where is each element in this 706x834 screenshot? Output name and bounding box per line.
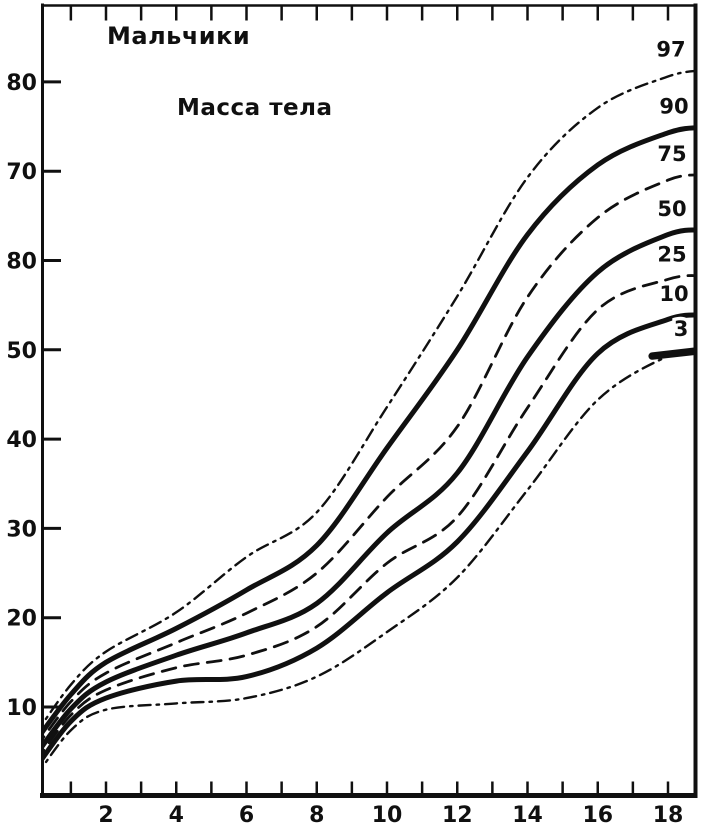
percentile-curve-3 (43, 348, 694, 768)
percentile-curve-50 (43, 227, 694, 749)
percentile-label-90: 90 (659, 94, 688, 118)
x-tick-labels: 2 4 6 8 10 12 14 16 18 (98, 803, 683, 828)
percentile-curve-97 (43, 69, 694, 725)
y-tick-label-30: 30 (6, 517, 37, 542)
percentile-3-end-bar (648, 347, 694, 360)
percentile-curve-75 (43, 173, 694, 740)
axes (40, 3, 698, 798)
y-tick-labels: 80 70 80 50 40 30 20 10 (6, 71, 37, 721)
percentile-curve-10 (43, 312, 694, 762)
y-tick-label-70: 70 (6, 160, 37, 185)
percentile-curves (43, 69, 694, 768)
percentile-label-75: 75 (657, 142, 686, 166)
x-tick-label-18: 18 (653, 803, 684, 828)
x-tick-label-16: 16 (582, 803, 613, 828)
chart-subtitle: Масса тела (177, 95, 333, 121)
x-tick-label-4: 4 (169, 803, 184, 828)
y-tick-label-80: 80 (6, 71, 37, 96)
percentile-label-25: 25 (657, 243, 686, 267)
x-tick-label-12: 12 (442, 803, 473, 828)
x-tick-label-2: 2 (98, 803, 113, 828)
x-tick-label-10: 10 (372, 803, 403, 828)
percentile-label-3: 3 (674, 317, 689, 341)
percentile-label-10: 10 (659, 282, 688, 306)
y-tick-label-60: 80 (6, 250, 37, 275)
percentile-label-97: 97 (656, 37, 685, 61)
x-tick-label-8: 8 (309, 803, 324, 828)
percentile-labels: 97 90 75 50 25 10 3 (653, 34, 692, 345)
tick-marks (43, 6, 670, 795)
percentile-curve-90 (43, 125, 694, 735)
y-tick-label-40: 40 (6, 428, 37, 453)
x-tick-label-14: 14 (512, 803, 543, 828)
percentile-curve-25 (43, 274, 694, 754)
x-tick-label-6: 6 (239, 803, 254, 828)
y-tick-label-20: 20 (6, 607, 37, 632)
chart-title: Мальчики (107, 22, 251, 50)
y-tick-label-50: 50 (6, 339, 37, 364)
y-tick-label-10: 10 (6, 696, 37, 721)
percentile-label-50: 50 (657, 197, 686, 221)
